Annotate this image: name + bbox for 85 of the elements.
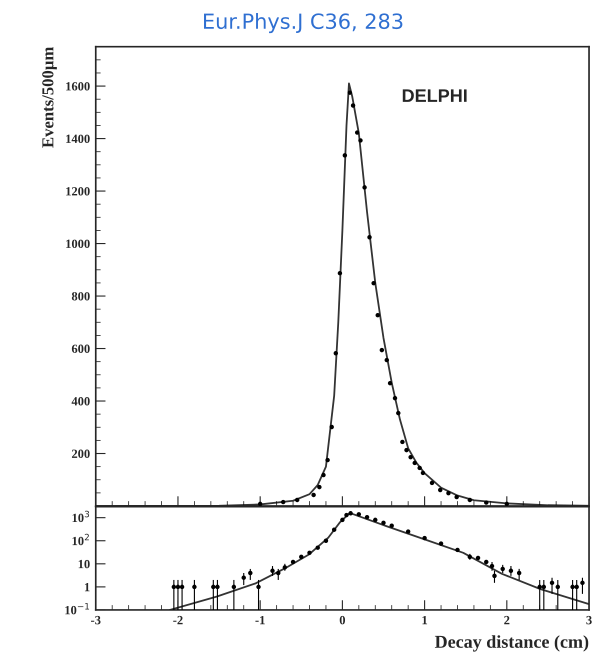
x-tick-label: -2: [173, 616, 183, 624]
point: [438, 488, 442, 492]
point: [376, 312, 380, 318]
point: [348, 90, 352, 95]
point: [329, 424, 334, 430]
point: [350, 103, 356, 108]
y-tick-label: 1: [84, 582, 90, 592]
point: [580, 580, 585, 586]
point: [338, 270, 342, 276]
point: [276, 570, 280, 576]
point: [446, 490, 451, 496]
point: [176, 584, 180, 590]
chart-title: Eur.Phys.J C36, 283: [204, 12, 402, 34]
point: [325, 458, 330, 462]
y-tick-label: 800: [72, 292, 90, 301]
point: [258, 502, 262, 506]
point: [367, 235, 372, 240]
point: [334, 351, 338, 356]
point: [420, 470, 426, 476]
point: [570, 584, 575, 590]
y-tick-label: 10$^{−1}$: [65, 603, 90, 614]
y-tick-label: 400: [72, 397, 90, 406]
line-series: [168, 512, 590, 610]
point: [574, 584, 579, 590]
point: [211, 584, 216, 590]
point: [430, 480, 434, 486]
point: [192, 584, 197, 590]
point: [492, 574, 497, 578]
y-tick-label: 1600: [66, 82, 90, 91]
point: [342, 153, 348, 158]
point: [537, 584, 542, 590]
y-tick-label: 600: [72, 344, 90, 353]
point: [504, 502, 510, 506]
y-tick-label: 1200: [66, 187, 90, 196]
point: [280, 500, 286, 504]
y-tick-label: 1000: [66, 240, 90, 248]
y-axis-title: Events/500µm: [42, 47, 57, 148]
point: [408, 454, 413, 460]
point: [468, 498, 472, 502]
point: [362, 185, 367, 190]
x-tick-label: -3: [91, 616, 101, 624]
point: [417, 466, 422, 470]
point: [321, 472, 326, 478]
x-tick-label: 3: [586, 616, 592, 624]
y-tick-label: 200: [72, 450, 90, 458]
point: [232, 584, 236, 590]
point: [354, 130, 360, 135]
point: [180, 584, 184, 590]
point: [412, 460, 417, 466]
point: [248, 570, 253, 576]
point: [490, 564, 494, 568]
point: [516, 570, 522, 576]
y-tick-label: 1400: [66, 134, 90, 144]
point: [270, 568, 275, 573]
x-axis-title: Decay distance (cm): [434, 635, 588, 652]
point: [242, 575, 246, 580]
x-tick-label: 2: [504, 616, 510, 624]
point: [294, 498, 300, 502]
point: [380, 348, 384, 352]
point: [550, 580, 554, 586]
point: [172, 584, 176, 590]
point: [371, 280, 376, 286]
y-tick-label: 10: [78, 560, 90, 568]
annotation: DELPHI: [402, 89, 467, 102]
x-tick-label: 0: [340, 616, 346, 624]
point: [384, 358, 390, 362]
point: [256, 584, 261, 590]
point: [311, 492, 316, 498]
point: [396, 410, 401, 416]
point: [542, 584, 546, 590]
y-tick-label: 10$^{2}$: [72, 534, 89, 546]
y-tick-label: 10$^{3}$: [72, 510, 90, 522]
point: [404, 448, 409, 452]
point: [508, 568, 514, 573]
x-tick-label: 1: [422, 616, 428, 624]
point: [556, 584, 560, 590]
point: [317, 484, 322, 490]
point: [400, 440, 405, 444]
point: [215, 584, 220, 590]
point: [484, 500, 488, 505]
point: [454, 494, 459, 500]
point: [388, 380, 392, 386]
point: [358, 138, 363, 143]
x-tick-label: -1: [255, 616, 265, 624]
point: [392, 396, 398, 400]
